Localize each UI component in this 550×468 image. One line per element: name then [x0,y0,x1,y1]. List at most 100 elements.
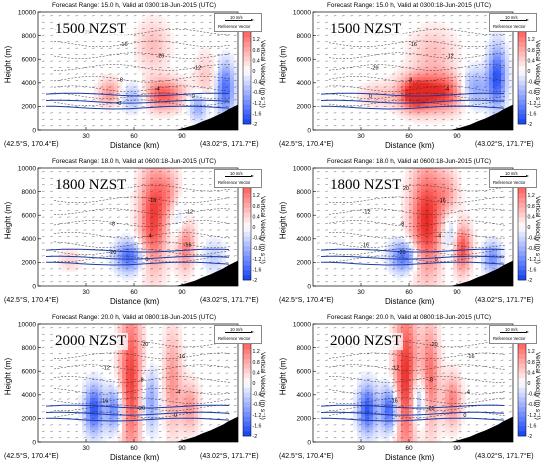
velocity-field [381,168,506,287]
y-tick-label: 8000 [22,33,37,40]
time-label: 1500 NZST [328,21,404,38]
colorbar-title: Vertical Velocity (m s⁻¹) [259,40,266,108]
contour-label: -16 [184,243,192,249]
colorbar-tick-label: 0 [253,381,256,387]
colorbar-tick-label: -1.2 [253,101,262,107]
contour-label: -20 [108,250,116,256]
x-axis-label: Distance (km) [110,141,160,150]
right-end-coordinate: (43.02°S, 171.7°E) [475,297,534,304]
right-end-coordinate: (43.02°S, 171.7°E) [200,297,259,304]
panel-2: -20-16-12-20-8-4002000400060008000100003… [275,0,550,156]
reference-speed: 10 m/s [230,15,243,20]
y-tick-label: 6000 [297,213,312,220]
y-tick-label: 8000 [22,345,37,352]
terrain [450,260,513,286]
terrain [175,416,238,442]
reference-vector-box: 10 m/s Reference Vector [489,13,537,32]
contour-label: -12 [193,66,201,72]
y-axis-label: Height (m) [3,201,13,240]
time-label: 1800 NZST [53,177,129,194]
terrain [175,104,238,130]
colorbar-tick-label: 0.8 [253,48,260,54]
panel-4: -20 -16 -12 -8 -4 -16 -20 0 0 2000 4000 6000 8000 100… [275,156,550,312]
y-tick-label: 4000 [297,392,312,399]
colorbar-tick-label: 0.8 [528,48,535,54]
colorbar-tick-label: -0.8 [253,402,262,408]
colorbar-tick-label: 0 [528,69,531,75]
contour-label: -20 [137,406,145,412]
panel-5: -20 -16 -12 -8 -4 -16 -20 0 0 2000 4000 6000 8000 100… [0,312,275,468]
y-tick-label: 2000 [297,104,312,111]
colorbar-tick-label: -0.8 [528,402,537,408]
colorbar-title-box: Vertical Velocity (m s⁻¹) [255,176,269,286]
reference-arrow [500,330,529,333]
colorbar-tick-label: -0.4 [253,80,262,86]
contour-label: -16 [390,399,398,405]
colorbar-title: Vertical Velocity (m s⁻¹) [534,352,541,420]
contour-label: -20 [371,66,379,72]
contour-label: 0 [435,257,438,263]
reference-label: Reference Vector [218,180,251,185]
left-end-coordinate: (42.5°S, 170.4°E) [4,453,59,460]
colorbar-tick-label: 1.2 [253,349,260,355]
contour-label: -8 [118,77,123,83]
contour-label: 0 [463,413,466,419]
y-tick-label: 4000 [297,236,312,243]
colorbar-tick-label: -2 [528,278,533,284]
reference-vector-box: 10 m/s Reference Vector [214,169,262,188]
x-tick-label: 30 [357,133,365,140]
contour-label: -12 [363,210,371,216]
y-tick-label: 6000 [22,57,37,64]
y-tick-label: 8000 [297,189,312,196]
time-label: 1800 NZST [328,177,404,194]
contour-label: -16 [148,198,156,204]
contour-label: -16 [120,42,128,48]
colorbar-title-box: Vertical Velocity (m s⁻¹) [255,332,269,442]
panel-title: Forecast Range: 18.0 h, Valid at 0600:18… [327,158,491,165]
colorbar-tick-label: -0.8 [528,90,537,96]
y-axis-label-box: Height (m) [278,186,288,256]
colorbar-tick-label: -2 [528,434,533,440]
velocity-field [353,324,466,443]
colorbar-tick-label: 0.8 [528,204,535,210]
colorbar-tick-label: -1.6 [253,267,262,273]
contour-label: -16 [438,198,446,204]
colorbar-tick-label: -0.4 [528,80,537,86]
panel-plot: -20-16-12-8-4-16-20002000400060008000100… [18,165,262,296]
reference-speed: 10 m/s [230,327,243,332]
colorbar-title: Vertical Velocity (m s⁻¹) [534,196,541,264]
contour-label: 0 [174,413,177,419]
y-tick-label: 0 [32,283,36,290]
colorbar-tick-label: -1.2 [528,257,537,263]
y-tick-label: 4000 [22,392,37,399]
panel-title: Forecast Range: 20.0 h, Valid at 0800:18… [52,314,216,321]
colorbar-tick-label: 0.8 [253,204,260,210]
colorbar-tick-label: -2 [253,122,258,128]
contour-label: -4 [444,87,449,93]
x-tick-label: 60 [130,289,138,296]
y-tick-label: 10000 [18,165,36,172]
colorbar-title-box: Vertical Velocity (m s⁻¹) [530,20,544,130]
colorbar-tick-label: -2 [253,434,258,440]
x-tick-label: 60 [405,289,413,296]
colorbar-tick-label: 0.8 [528,360,535,366]
contour-label: -20 [156,54,164,60]
colorbar-tick-label: -0.4 [253,392,262,398]
colorbar-tick-label: -1.2 [253,257,262,263]
y-tick-label: 6000 [297,57,312,64]
y-tick-label: 10000 [18,9,36,16]
colorbar-tick-label: -0.8 [253,246,262,252]
contour-label: -12 [102,366,110,372]
y-tick-label: 10000 [293,321,311,328]
x-tick-label: 90 [178,289,186,296]
y-tick-label: 0 [307,127,311,134]
colorbar-tick-label: -1.2 [528,101,537,107]
colorbar-tick-label: -1.2 [253,413,262,419]
right-end-coordinate: (43.02°S, 171.7°E) [475,141,534,148]
colorbar-tick-label: -2 [253,278,258,284]
x-tick-label: 30 [82,133,90,140]
colorbar-tick-label: -0.4 [528,392,537,398]
x-axis-label: Distance (km) [385,453,435,462]
y-tick-label: 0 [32,439,36,446]
colorbar-tick-label: 1.2 [253,37,260,43]
